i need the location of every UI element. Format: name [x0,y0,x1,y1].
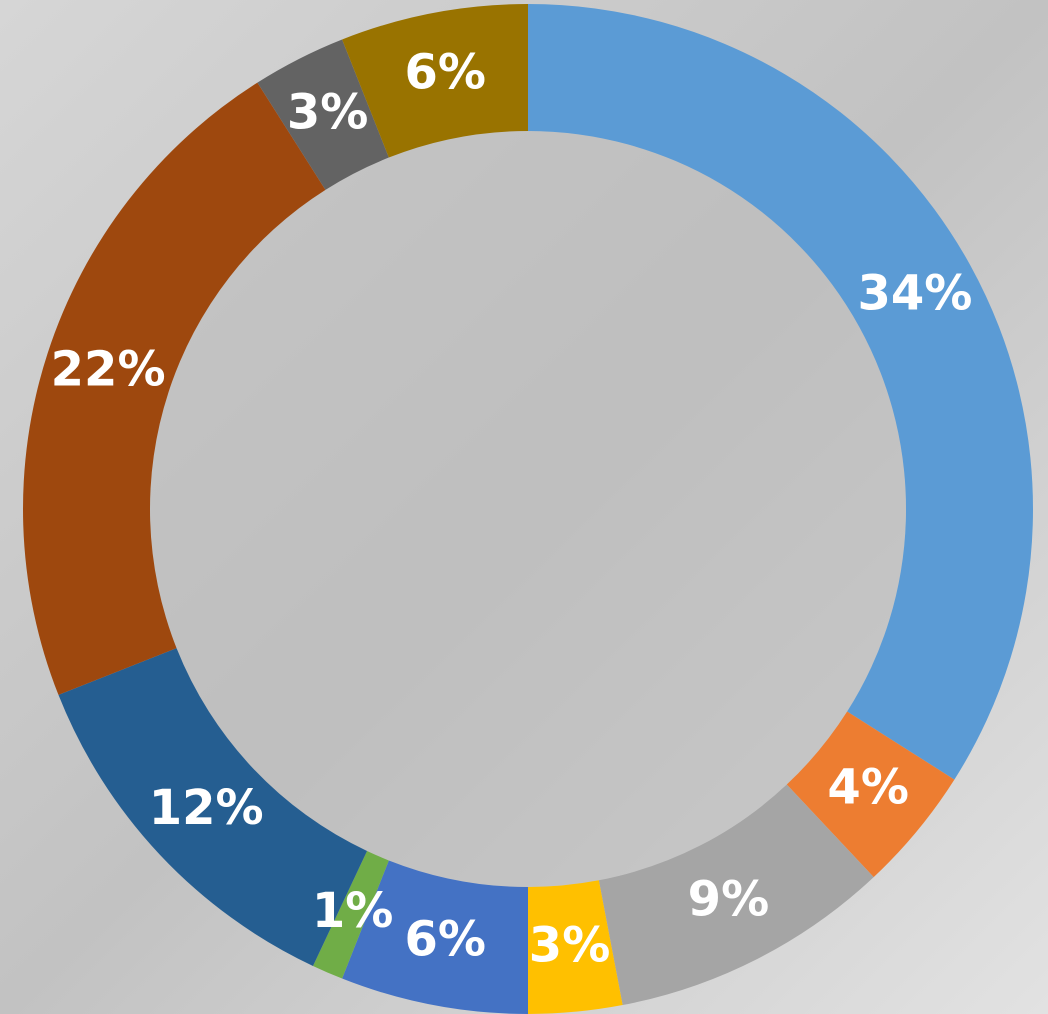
data-label: 22% [51,342,166,398]
donut-slice [58,648,368,966]
donut-slice [342,3,528,158]
data-label: 3% [529,918,611,974]
donut-hole [150,131,906,887]
donut-slice [342,860,528,1014]
data-label: 1% [312,883,394,939]
data-label: 6% [405,912,487,968]
donut-slice [528,4,1034,780]
data-label: 9% [688,871,770,927]
data-label: 6% [405,44,487,100]
data-label: 4% [827,759,909,815]
data-label: 3% [287,85,369,141]
data-label: 34% [857,265,972,321]
donut-slice [598,784,874,1006]
donut-slice [312,851,389,979]
donut-slice [528,880,623,1014]
data-label: 12% [149,780,264,836]
donut-slice [22,82,326,695]
donut-slice [257,39,389,190]
donut-slice [786,711,955,878]
